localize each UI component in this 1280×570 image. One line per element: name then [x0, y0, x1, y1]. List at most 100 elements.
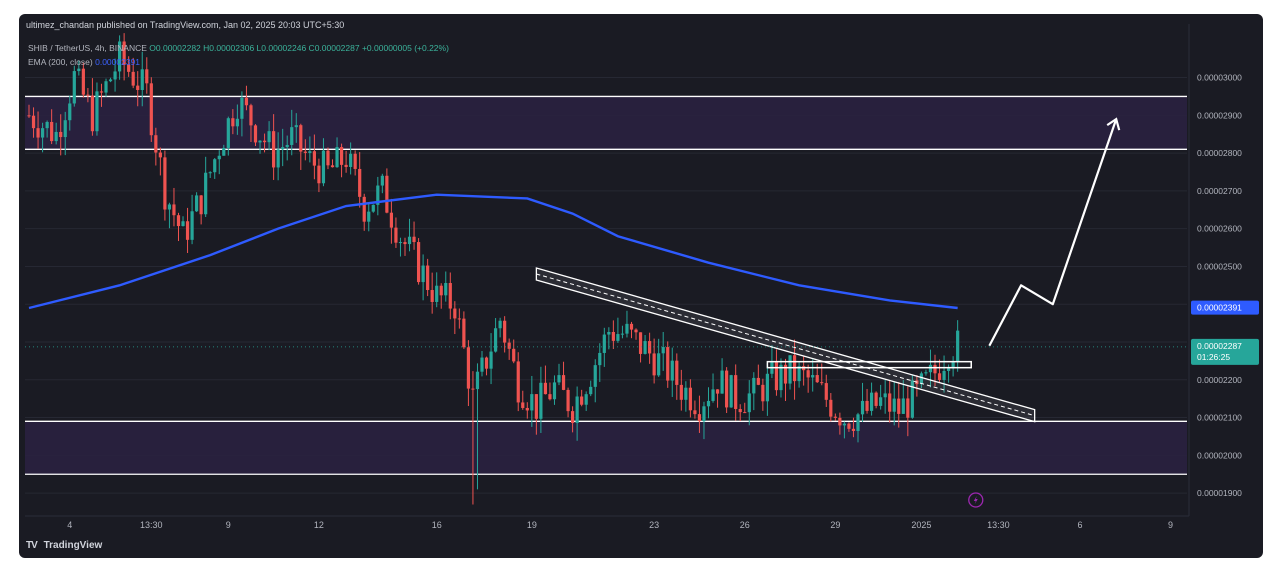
candle-body: [715, 389, 720, 394]
candle-body: [462, 318, 466, 348]
time-tick-label: 2025: [911, 520, 931, 530]
candle-body: [629, 323, 634, 330]
candle-body: [933, 364, 937, 374]
candle-body: [453, 308, 457, 319]
price-chart[interactable]: 0.00003000 0.00002900 0.00002800 0.00002700…: [19, 14, 1263, 558]
candle-body: [761, 384, 765, 402]
candle-body: [566, 389, 570, 412]
candle-body: [924, 372, 928, 374]
candle-body: [195, 195, 199, 212]
candle-body: [602, 334, 606, 353]
candle-body: [534, 394, 538, 419]
candle-body: [811, 375, 815, 378]
candle-body: [475, 371, 480, 390]
candle-body: [217, 155, 221, 160]
candle-body: [272, 131, 276, 168]
candle-body: [136, 85, 140, 91]
candle-body: [444, 283, 448, 296]
candle-body: [317, 165, 321, 184]
candle-body: [493, 328, 498, 352]
candle-body: [285, 144, 289, 148]
candle-body: [888, 393, 892, 412]
candle-body: [59, 131, 63, 138]
last-price-tag-label: 0.00002287: [1197, 341, 1242, 351]
time-tick-label: 19: [527, 520, 537, 530]
price-tick-label: 0.00002200: [1197, 375, 1242, 385]
candle-body: [697, 414, 702, 422]
time-tick-label: 13:30: [987, 520, 1010, 530]
candle-body: [290, 127, 294, 145]
candle-body: [580, 396, 584, 405]
candle-body: [851, 428, 856, 431]
candle-body: [430, 290, 434, 302]
candle-body: [561, 375, 566, 390]
candle-body: [706, 400, 711, 407]
candle-body: [937, 373, 942, 380]
time-tick-label: 13:30: [140, 520, 163, 530]
lightning-bolt-glyph: [973, 496, 978, 504]
candle-body: [548, 394, 552, 400]
candle-body: [571, 411, 575, 423]
candle-body: [738, 408, 742, 413]
legend-row-symbol[interactable]: SHIB / TetherUS, 4h, BINANCE O0.00002282…: [28, 41, 449, 55]
ohlc-values: O0.00002282 H0.00002306 L0.00002246 C0.0…: [149, 43, 449, 53]
price-tick-label: 0.00002500: [1197, 261, 1242, 271]
candle-body: [276, 149, 280, 168]
candle-body: [321, 150, 326, 184]
candle-body: [842, 423, 846, 426]
candle-body: [435, 285, 439, 302]
chart-frame: ultimez_chandan published on TradingView…: [19, 14, 1263, 558]
candle-body: [670, 360, 674, 381]
candle-body: [167, 204, 172, 210]
trendline-center-dashed: [536, 273, 1035, 417]
candle-body: [113, 71, 117, 80]
candle-body: [140, 69, 144, 91]
candle-body: [240, 97, 244, 119]
candle-body: [172, 204, 176, 216]
candle-body: [951, 362, 955, 369]
candle-body: [507, 342, 511, 349]
candle-body: [213, 159, 217, 173]
last-price-tag: [1191, 338, 1259, 365]
tradingview-footer[interactable]: TV TradingView: [26, 538, 102, 554]
price-tick-label: 0.00002000: [1197, 450, 1242, 460]
candle-body: [516, 361, 520, 403]
time-tick-label: 26: [740, 520, 750, 530]
candle-body: [693, 410, 697, 415]
candle-body: [512, 348, 516, 362]
candle-body: [910, 380, 914, 418]
candle-body: [765, 373, 769, 402]
candle-body: [294, 125, 298, 128]
candle-body: [439, 285, 443, 296]
candle-body: [185, 221, 190, 240]
candle-body: [484, 357, 489, 369]
legend-row-ema[interactable]: EMA (200, close) 0.00002391: [28, 55, 449, 69]
candle-body: [702, 406, 706, 422]
candle-body: [145, 69, 149, 84]
candle-body: [616, 334, 620, 341]
candle-body: [222, 147, 226, 156]
alert-lightning-icon: [968, 492, 984, 508]
candle-body: [68, 103, 72, 121]
candle-body: [385, 175, 389, 213]
candle-body: [661, 347, 665, 354]
breakout-box: [766, 360, 972, 369]
time-tick-label: 6: [1077, 520, 1082, 530]
candle-body: [95, 91, 99, 132]
candle-body: [45, 121, 49, 129]
candle-body: [421, 265, 425, 283]
publisher-line: ultimez_chandan published on TradingView…: [26, 20, 345, 30]
candle-body: [530, 394, 534, 411]
candle-body: [376, 185, 380, 205]
candle-body: [833, 416, 837, 418]
candle-body: [806, 370, 810, 378]
time-tick-label: 12: [314, 520, 324, 530]
candle-body: [679, 384, 683, 400]
time-tick-label: 9: [1168, 520, 1173, 530]
candle-body: [63, 120, 67, 138]
candle-body: [883, 393, 887, 398]
candle-body: [330, 165, 335, 168]
candle-body: [407, 236, 412, 245]
candle-body: [720, 370, 724, 394]
candle-body: [149, 83, 153, 136]
